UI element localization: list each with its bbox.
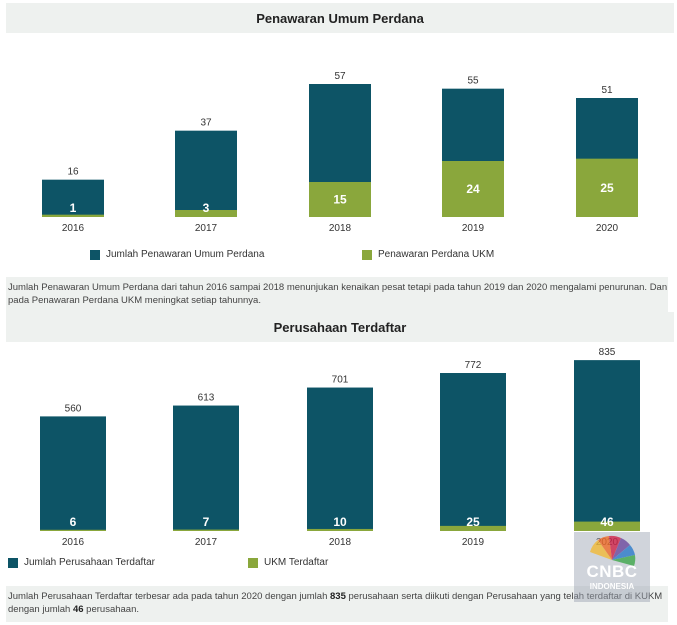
- label-total-2016: 16: [67, 167, 79, 178]
- label-ukm-2019: 24: [466, 182, 480, 196]
- chart1-legend-total-label: Jumlah Penawaran Umum Perdana: [106, 249, 265, 260]
- cnbc-logo: CNBC INDONESIA: [574, 532, 650, 602]
- bar-ukm-2017: [175, 210, 237, 217]
- bar-total-2017: [175, 130, 237, 217]
- bar-total-2018: [307, 387, 373, 531]
- label-ukm-2020: 46: [600, 515, 614, 529]
- caption-text-2: perusahaan serta diikuti dengan Perusaha…: [8, 591, 663, 615]
- chart1-legend-ukm-label: Penawaran Perdana UKM: [378, 249, 495, 260]
- logo-text: CNBC: [586, 562, 638, 581]
- bar-ukm-2020: [574, 521, 640, 531]
- bar-ukm-2016: [42, 214, 104, 217]
- bar-total-2016: [40, 416, 106, 531]
- tick-label-2018: 2018: [329, 223, 352, 234]
- peacock-icon: [574, 532, 650, 602]
- bar-total-2019: [440, 373, 506, 531]
- tick-label-2017: 2017: [195, 223, 218, 234]
- bar-total-2016: [42, 179, 104, 217]
- tick-label-2018: 2018: [329, 537, 352, 548]
- chart1-plot: 16 1 2016 37 3 2017 57 15 2018 55 24 2019 51 25 2020: [42, 71, 638, 234]
- caption-number-2: 46: [72, 604, 84, 615]
- label-ukm-2019: 25: [466, 515, 480, 529]
- label-total-2017: 613: [198, 393, 215, 404]
- label-ukm-2018: 10: [333, 515, 347, 529]
- bar-ukm-2016: [40, 529, 106, 531]
- bar-ukm-2018: [307, 528, 373, 531]
- tick-label-2020: 2020: [596, 223, 619, 234]
- bar-ukm-2020: [576, 158, 638, 217]
- legend-swatch-total: [8, 557, 18, 568]
- chart2-legend-total-label: Jumlah Perusahaan Terdaftar: [24, 557, 156, 568]
- label-ukm-2020: 25: [600, 181, 614, 195]
- chart2-legend-total: Jumlah Perusahaan Terdaftar: [8, 557, 155, 568]
- chart2-caption: Jumlah Perusahaan Terdaftar terbesar ada…: [6, 586, 668, 622]
- caption-number-1: 835: [330, 591, 346, 602]
- label-ukm-2016: 6: [70, 515, 77, 529]
- tick-label-2019: 2019: [462, 537, 485, 548]
- bar-total-2020: [574, 360, 640, 531]
- tick-label-2019: 2019: [462, 223, 485, 234]
- chart2-legend-ukm: UKM Terdaftar: [248, 557, 328, 568]
- chart1-title: Penawaran Umum Perdana: [6, 3, 674, 33]
- chart2-plot: 5606201661372017701102018772252019835462…: [40, 347, 640, 548]
- chart2-title: Perusahaan Terdaftar: [6, 312, 674, 342]
- label-total-2016: 560: [65, 403, 82, 414]
- label-ukm-2017: 7: [203, 515, 210, 529]
- label-total-2020: 51: [601, 85, 613, 96]
- caption-text-3: perusahaan.: [83, 604, 140, 615]
- label-total-2017: 37: [200, 118, 212, 129]
- bar-ukm-2018: [309, 182, 371, 217]
- legend-swatch-total: [90, 249, 100, 260]
- chart1-caption: Jumlah Penawaran Umum Perdana dari tahun…: [6, 277, 668, 313]
- logo-subtext: INDONESIA: [589, 582, 635, 591]
- label-total-2018: 701: [332, 375, 349, 386]
- label-total-2020: 835: [599, 347, 616, 358]
- bar-ukm-2019: [442, 161, 504, 217]
- label-total-2019: 55: [467, 76, 479, 87]
- chart1-legend-total: Jumlah Penawaran Umum Perdana: [90, 249, 264, 260]
- tick-label-2017: 2017: [195, 537, 218, 548]
- tick-label-2016: 2016: [62, 223, 85, 234]
- tick-label-2016: 2016: [62, 537, 85, 548]
- chart1-legend-ukm: Penawaran Perdana UKM: [362, 249, 494, 260]
- legend-swatch-ukm: [248, 557, 258, 568]
- label-ukm-2017: 3: [203, 201, 210, 215]
- legend-swatch-ukm: [362, 249, 372, 260]
- bar-total-2017: [173, 405, 239, 531]
- label-total-2018: 57: [334, 71, 346, 82]
- bar-ukm-2017: [173, 529, 239, 531]
- caption-text-1: Jumlah Perusahaan Terdaftar terbesar ada…: [8, 591, 330, 602]
- label-ukm-2016: 1: [70, 201, 77, 215]
- chart2-legend-ukm-label: UKM Terdaftar: [264, 557, 329, 568]
- bar-ukm-2019: [440, 525, 506, 531]
- label-ukm-2018: 15: [333, 193, 347, 207]
- label-total-2019: 772: [465, 360, 482, 371]
